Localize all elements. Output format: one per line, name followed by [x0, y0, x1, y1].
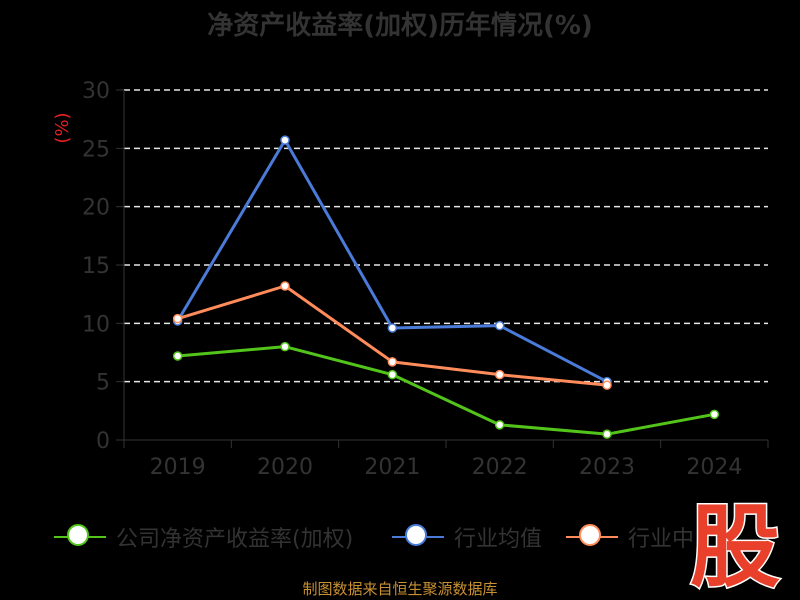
data-point: [602, 429, 612, 439]
x-tick-label: 2024: [686, 455, 742, 480]
y-tick-label: 15: [82, 254, 110, 279]
legend-item-company-roe[interactable]: 公司净资产收益率(加权): [54, 520, 353, 554]
data-point: [280, 341, 290, 352]
legend-item-industry-median[interactable]: 行业中: [566, 520, 694, 554]
y-tick-label: 20: [82, 196, 110, 221]
x-tick-label: 2019: [150, 455, 206, 480]
watermark-text: 股: [690, 496, 780, 591]
x-tick-label: 2023: [579, 455, 635, 480]
data-point: [387, 323, 398, 333]
data-point: [172, 313, 183, 324]
watermark-logo: 股: [689, 496, 782, 591]
data-point: [387, 357, 398, 367]
legend-swatch-icon: [392, 520, 444, 554]
legend-dot: [579, 524, 601, 546]
legend-label: 公司净资产收益率(加权): [116, 527, 354, 552]
y-tick-label: 5: [96, 371, 110, 396]
legend-label: 行业均值: [454, 527, 543, 552]
data-point: [280, 281, 290, 291]
data-point: [494, 420, 505, 430]
legend-swatch-icon: [566, 520, 618, 554]
legend-swatch-icon: [54, 520, 106, 554]
legend-item-industry-mean[interactable]: 行业均值: [392, 520, 542, 554]
y-tick-label: 0: [96, 429, 110, 454]
legend-dot: [67, 524, 89, 546]
chart-title: 净资产收益率(加权)历年情况(%): [207, 10, 593, 41]
data-point: [172, 351, 183, 361]
source-text: 制图数据来自恒生聚源数据库: [302, 580, 498, 598]
y-tick-label: 30: [82, 79, 110, 104]
data-point: [709, 409, 720, 420]
legend-dot: [405, 524, 427, 546]
data-point: [494, 320, 505, 331]
y-tick-label: 10: [82, 312, 110, 337]
x-tick-label: 2021: [364, 455, 420, 480]
legend-label: 行业中: [628, 527, 695, 552]
data-point: [387, 369, 398, 380]
x-tick-label: 2020: [257, 455, 313, 480]
data-point: [602, 380, 612, 390]
x-tick-label: 2022: [472, 455, 528, 480]
series-line: [176, 138, 608, 383]
y-tick-label: 25: [82, 137, 110, 162]
data-point: [280, 135, 290, 145]
series-line: [177, 345, 715, 436]
data-point: [494, 369, 505, 380]
y-axis-label: (%): [52, 112, 73, 143]
